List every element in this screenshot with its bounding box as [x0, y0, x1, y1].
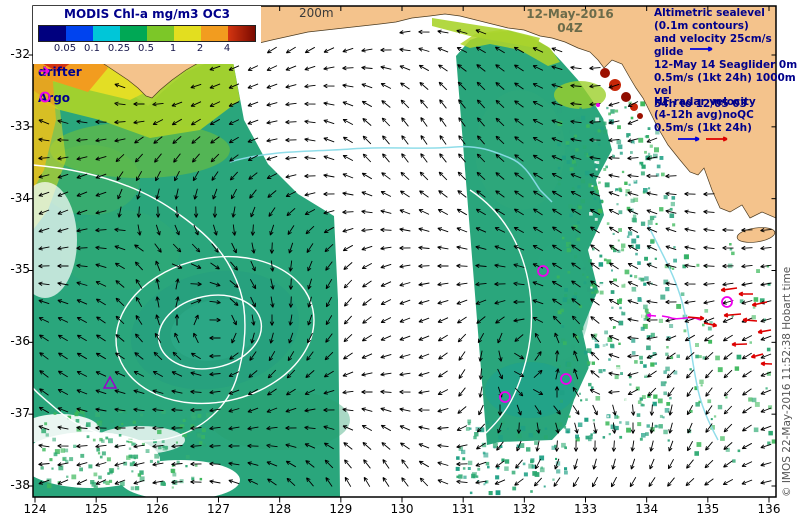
bathymetry-contour-east — [647, 224, 719, 441]
argo-circle-icon — [39, 91, 51, 103]
colorbar-segment — [174, 26, 201, 41]
argo-marker — [499, 391, 511, 403]
island — [736, 227, 776, 243]
lon-label: 135 — [696, 502, 720, 516]
map-frame — [32, 5, 777, 498]
colorbar-segment — [93, 26, 120, 41]
markers — [102, 46, 773, 403]
velocity-arrows — [38, 29, 772, 488]
copyright-note: © IMOS 22-May-2016 11:52:38 Hobart time — [781, 266, 793, 497]
drifter-arrow-icon — [39, 66, 50, 76]
chl-field — [33, 18, 612, 497]
legend-drifter-label: drifter — [38, 65, 82, 79]
lon-label: 125 — [84, 502, 108, 516]
date-label: 12-May-2016 — [526, 7, 614, 21]
colorbar-tick-label: 0.25 — [107, 43, 131, 54]
time-label: 04Z — [557, 21, 583, 35]
altimetry-note-line: 0.5m/s (1kt 24h) 1000m vel — [654, 72, 796, 97]
colorbar-tick-label: 2 — [196, 43, 204, 54]
colorbar-tick-label: 0.5 — [138, 43, 154, 54]
glider-marker — [102, 375, 118, 389]
lon-label: 133 — [574, 502, 597, 516]
argo-marker — [721, 296, 733, 308]
colorbar-segment — [39, 26, 66, 41]
hf-radar-note-line: (4-12h avg)noQC — [654, 109, 754, 121]
colorbar-panel: MODIS Chl-a mg/m3 OC3 0.05 0.1 0.25 0.5 1 2 4 — [33, 6, 261, 64]
bathymetry-contour-200m — [229, 145, 553, 203]
colorbar-labels: 0.05 0.1 0.25 0.5 1 2 4 — [33, 43, 261, 57]
map-title: MODIS Chl-a mg/m3 OC3 — [64, 7, 230, 21]
altimetry-note-line: Altimetric sealevel — [654, 7, 765, 19]
argo-marker — [560, 373, 572, 385]
lat-label: -37 — [10, 406, 30, 421]
colorbar-tick-label: 1 — [169, 43, 177, 54]
depth-contour-label: 200m — [299, 6, 334, 20]
drifter-track — [661, 315, 701, 321]
lon-label: 130 — [390, 502, 414, 516]
lon-label: 131 — [451, 502, 475, 516]
lon-label: 132 — [512, 502, 536, 516]
chl-speckles — [40, 101, 776, 496]
colorbar-segment — [120, 26, 147, 41]
contours — [33, 145, 719, 442]
lon-label: 127 — [207, 502, 230, 516]
argo-marker — [537, 265, 549, 277]
axis-ticks — [28, 6, 776, 503]
lon-label: 134 — [635, 502, 659, 516]
colorbar-segment — [66, 26, 93, 41]
lat-label: -33 — [10, 118, 30, 133]
hf-radar-note-line: 0.5m/s (1kt 24h) — [654, 122, 752, 134]
datetime-block: 12-May-2016 04Z — [515, 7, 625, 35]
colorbar-segment — [201, 26, 228, 41]
altimetry-note-line: 12-May 14 Seaglider 0m — [654, 59, 798, 71]
lat-label: -36 — [10, 334, 30, 349]
colorbar — [38, 25, 256, 42]
altimetry-note-line: 54h to 12/05 03 — [654, 98, 747, 110]
lat-label: -38 — [10, 477, 30, 492]
sealevel-contours — [33, 164, 533, 442]
hf-radar-note: HF radar velocity (4-12h avg)noQC 0.5m/s… — [654, 96, 798, 135]
colorbar-tick-label: 0.1 — [84, 43, 100, 54]
hf-radar-note-line: HF radar velocity — [654, 96, 756, 108]
altimetry-note-line: and velocity 25cm/s glide — [654, 33, 772, 58]
colorbar-segment — [147, 26, 174, 41]
lon-label: 136 — [757, 502, 781, 516]
colorbar-tick-label: 0.05 — [53, 43, 77, 54]
colorbar-segment — [228, 26, 255, 41]
lon-label: 124 — [23, 502, 47, 516]
lat-label: -34 — [10, 190, 30, 205]
lat-label: -35 — [10, 262, 30, 277]
lon-label: 126 — [145, 502, 169, 516]
legend-drifter: drifter — [38, 65, 82, 79]
colorbar-tick-label: 4 — [223, 43, 231, 54]
legend-argo: Argo — [38, 91, 70, 105]
altimetry-note-line: (0.1m contours) — [654, 20, 749, 32]
lon-label: 129 — [329, 502, 353, 516]
altimetry-note: Altimetric sealevel (0.1m contours) and … — [654, 7, 798, 111]
lon-label: 128 — [268, 502, 292, 516]
lat-label: -32 — [10, 47, 30, 61]
